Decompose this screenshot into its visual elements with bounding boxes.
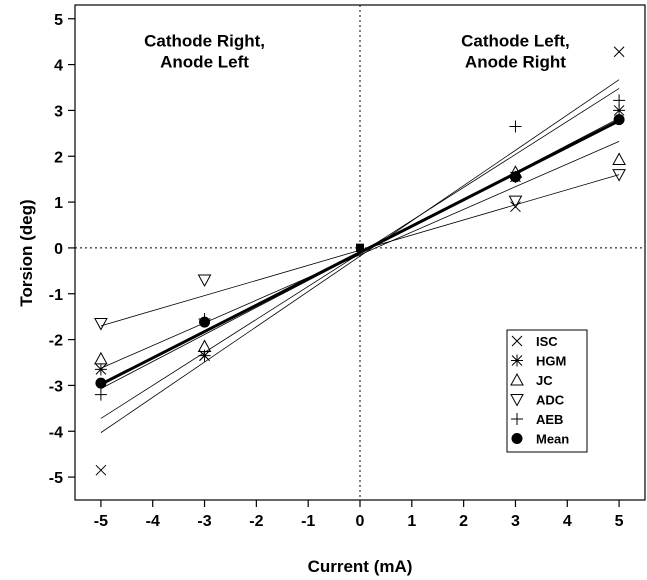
y-tick-label: 1 [54,195,63,212]
y-tick-label: 3 [54,103,63,120]
point-isc-shape [613,46,625,58]
point-jc-shape [94,351,108,365]
point-aeb [94,388,107,401]
legend-marker-jc-shape [510,372,524,386]
point-adc-shape [612,169,626,182]
x-tick-label: 3 [511,513,520,530]
point-adc-shape [197,274,212,288]
point-hgm [613,104,626,117]
point-jc [197,339,212,352]
quadrant-annotation: Anode Left [160,52,249,71]
point-isc [95,464,107,476]
legend-marker-aeb-shape [511,413,523,425]
point-hgm-shape [613,104,626,117]
y-tick-label: -5 [49,470,63,487]
point-isc [613,46,625,58]
x-tick-label: 0 [356,513,365,530]
point-mean-shape [199,316,211,328]
point-adc [508,195,523,209]
legend-label-aeb: AEB [536,412,563,427]
legend-marker-aeb [511,413,523,425]
point-mean [613,114,625,126]
y-tick-label: -2 [49,333,63,350]
point-jc [612,152,626,165]
point-adc [612,169,626,182]
x-tick-label: -4 [146,513,160,530]
point-mean-shape [95,377,107,389]
legend-box [506,329,588,453]
legend-marker-jc [510,372,524,386]
quadrant-annotation: Anode Right [465,52,566,71]
x-tick-label: 1 [407,513,416,530]
point-adc [94,318,108,331]
legend-marker-isc-shape [511,335,523,347]
point-adc [197,274,212,288]
legend-label-jc: JC [536,373,553,388]
point-hgm [198,349,211,362]
legend: ISC HGM JC ADC AEB Mean [506,329,588,453]
point-aeb-shape [509,120,522,133]
point-adc-shape [508,195,523,209]
x-tick-label: -3 [197,513,211,530]
point-isc-shape [95,464,107,476]
fit-lines [100,79,620,433]
legend-label-hgm: HGM [536,354,566,369]
quadrant-annotation: Cathode Left, [461,31,570,50]
fit-line-mean [100,119,620,386]
point-mean [95,377,107,389]
annotations: Cathode Right, Anode Left Cathode Left, Ano… [144,31,570,71]
point-jc [94,351,108,365]
x-tick-label: 2 [459,513,468,530]
point-adc-shape [94,318,108,331]
x-tick-label: 5 [615,513,624,530]
point-hgm-shape [94,363,107,376]
point-mean-origin [356,243,364,252]
point-mean-shape [509,171,521,183]
data-points [94,46,626,476]
point-mean-shape [613,114,625,126]
x-tick-label: -5 [94,513,108,530]
x-tick-label: 4 [563,513,572,530]
y-tick-label: 0 [54,241,63,258]
point-hgm [94,363,107,376]
point-aeb-shape [613,94,626,107]
legend-label-mean: Mean [536,432,569,447]
point-hgm-shape [198,349,211,362]
y-axis: -5 -4 -3 -2 -1 0 1 2 3 4 5 [49,12,75,487]
point-mean [509,171,521,183]
legend-label-adc: ADC [536,393,565,408]
point-jc-shape [197,339,212,352]
quadrant-annotation: Cathode Right, [144,31,265,50]
legend-marker-isc [511,335,523,347]
legend-label-isc: ISC [536,334,558,349]
y-tick-label: -1 [49,287,63,304]
legend-marker-adc [510,394,524,407]
legend-marker-hgm [511,354,523,367]
point-aeb [613,94,626,107]
point-aeb [509,120,522,133]
legend-marker-mean-shape [511,433,523,444]
point-aeb-shape [94,388,107,401]
y-tick-label: 5 [54,12,63,29]
x-axis: -5 -4 -3 -2 -1 0 1 2 3 4 5 [94,500,624,530]
y-tick-label: 2 [54,149,63,166]
point-jc-shape [612,152,626,165]
legend-marker-hgm-shape [511,354,523,367]
legend-marker-mean [511,433,523,444]
fit-line-jc [100,140,620,369]
fit-line-isc [100,79,620,433]
x-axis-title: Current (mA) [308,557,413,576]
x-tick-label: -1 [301,513,315,530]
point-mean [199,316,211,328]
y-tick-label: -3 [49,378,63,395]
y-axis-title: Torsion (deg) [17,199,36,306]
y-tick-label: 4 [54,58,63,75]
legend-marker-adc-shape [510,394,524,407]
x-tick-label: -2 [249,513,263,530]
y-tick-label: -4 [49,424,63,441]
